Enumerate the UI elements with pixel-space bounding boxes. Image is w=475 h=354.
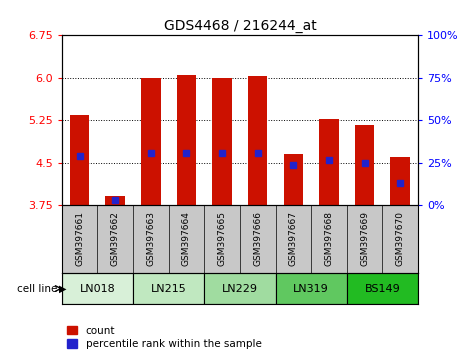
Text: BS149: BS149: [364, 284, 400, 293]
Bar: [319, 119, 339, 205]
Text: GSM397665: GSM397665: [218, 211, 227, 267]
Bar: [204, 273, 276, 304]
Bar: [133, 273, 204, 304]
Text: GSM397667: GSM397667: [289, 211, 298, 267]
Text: LN229: LN229: [222, 284, 258, 293]
Text: LN319: LN319: [293, 284, 329, 293]
Text: GSM397670: GSM397670: [396, 211, 405, 267]
Text: GSM397663: GSM397663: [146, 211, 155, 267]
Bar: [62, 273, 133, 304]
Text: GSM397664: GSM397664: [182, 211, 191, 267]
Bar: [276, 273, 347, 304]
Text: LN018: LN018: [79, 284, 115, 293]
Bar: [141, 78, 161, 205]
Bar: [347, 273, 418, 304]
Bar: [70, 115, 89, 205]
Bar: [284, 154, 303, 205]
Text: GSM397662: GSM397662: [111, 211, 120, 267]
Title: GDS4468 / 216244_at: GDS4468 / 216244_at: [163, 19, 316, 33]
Text: GSM397666: GSM397666: [253, 211, 262, 267]
Bar: [355, 125, 374, 205]
Text: GSM397669: GSM397669: [360, 211, 369, 267]
Legend: count, percentile rank within the sample: count, percentile rank within the sample: [67, 326, 262, 349]
Bar: [212, 78, 232, 205]
Text: LN215: LN215: [151, 284, 187, 293]
Text: ▶: ▶: [59, 284, 67, 293]
Bar: [177, 75, 196, 205]
Text: GSM397668: GSM397668: [324, 211, 333, 267]
Text: GSM397661: GSM397661: [75, 211, 84, 267]
Bar: [248, 76, 267, 205]
Text: cell line: cell line: [17, 284, 57, 293]
Bar: [390, 157, 410, 205]
Bar: [105, 196, 125, 205]
